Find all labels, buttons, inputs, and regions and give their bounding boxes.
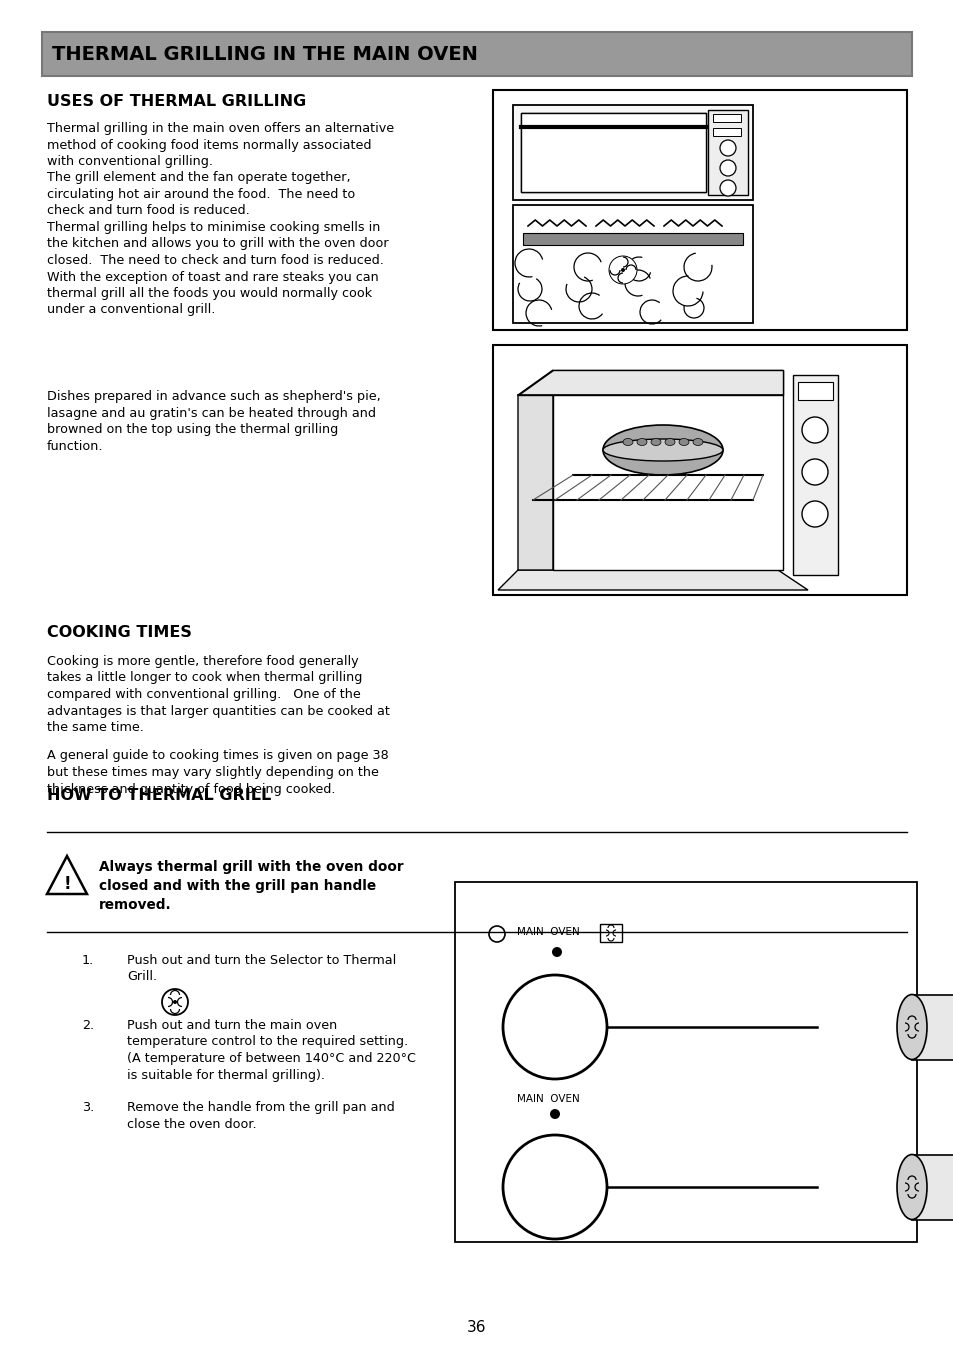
Text: THERMAL GRILLING IN THE MAIN OVEN: THERMAL GRILLING IN THE MAIN OVEN bbox=[52, 45, 477, 63]
Text: lasagne and au gratin's can be heated through and: lasagne and au gratin's can be heated th… bbox=[47, 407, 375, 420]
Bar bbox=[712, 128, 740, 136]
Text: browned on the top using the thermal grilling: browned on the top using the thermal gri… bbox=[47, 423, 338, 436]
Ellipse shape bbox=[896, 994, 926, 1059]
Text: thickness and quantity of food being cooked.: thickness and quantity of food being coo… bbox=[47, 782, 335, 796]
Circle shape bbox=[720, 141, 735, 155]
Text: with conventional grilling.: with conventional grilling. bbox=[47, 155, 213, 168]
Circle shape bbox=[502, 1135, 606, 1239]
Ellipse shape bbox=[637, 439, 646, 446]
Circle shape bbox=[720, 180, 735, 196]
Text: Push out and turn the main oven: Push out and turn the main oven bbox=[127, 1019, 337, 1032]
Text: 3.: 3. bbox=[82, 1101, 94, 1115]
Ellipse shape bbox=[679, 439, 688, 446]
Text: MAIN  OVEN: MAIN OVEN bbox=[517, 927, 579, 938]
Circle shape bbox=[502, 975, 606, 1079]
Bar bbox=[493, 345, 906, 594]
Bar bbox=[513, 105, 752, 200]
Text: Always thermal grill with the oven door: Always thermal grill with the oven door bbox=[99, 861, 403, 874]
Bar bbox=[707, 109, 747, 195]
Text: check and turn food is reduced.: check and turn food is reduced. bbox=[47, 204, 250, 218]
Text: temperature control to the required setting.: temperature control to the required sett… bbox=[127, 1035, 408, 1048]
Text: removed.: removed. bbox=[99, 898, 172, 912]
Ellipse shape bbox=[650, 439, 660, 446]
Bar bbox=[520, 113, 705, 192]
Text: Thermal grilling helps to minimise cooking smells in: Thermal grilling helps to minimise cooki… bbox=[47, 222, 380, 234]
Circle shape bbox=[489, 925, 504, 942]
Circle shape bbox=[801, 417, 827, 443]
Circle shape bbox=[550, 1109, 559, 1119]
Text: MAIN  OVEN: MAIN OVEN bbox=[517, 1094, 579, 1104]
Text: COOKING TIMES: COOKING TIMES bbox=[47, 626, 192, 640]
Bar bbox=[455, 882, 916, 1242]
Circle shape bbox=[552, 947, 561, 957]
Polygon shape bbox=[517, 370, 553, 570]
Circle shape bbox=[608, 255, 637, 284]
Bar bbox=[513, 205, 752, 323]
Bar bbox=[712, 113, 740, 122]
Text: 2.: 2. bbox=[82, 1019, 94, 1032]
Text: The grill element and the fan operate together,: The grill element and the fan operate to… bbox=[47, 172, 351, 185]
Text: takes a little longer to cook when thermal grilling: takes a little longer to cook when therm… bbox=[47, 671, 362, 685]
Ellipse shape bbox=[692, 439, 702, 446]
Bar bbox=[522, 232, 742, 245]
Text: close the oven door.: close the oven door. bbox=[127, 1117, 256, 1131]
Text: method of cooking food items normally associated: method of cooking food items normally as… bbox=[47, 139, 371, 151]
Text: function.: function. bbox=[47, 439, 103, 453]
Text: closed.  The need to check and turn food is reduced.: closed. The need to check and turn food … bbox=[47, 254, 383, 267]
Bar bbox=[797, 382, 832, 400]
Circle shape bbox=[720, 159, 735, 176]
Text: compared with conventional grilling.   One of the: compared with conventional grilling. One… bbox=[47, 688, 360, 701]
Text: A general guide to cooking times is given on page 38: A general guide to cooking times is give… bbox=[47, 750, 388, 762]
Text: Dishes prepared in advance such as shepherd's pie,: Dishes prepared in advance such as sheph… bbox=[47, 390, 380, 403]
Ellipse shape bbox=[664, 439, 675, 446]
Text: (A temperature of between 140°C and 220°C: (A temperature of between 140°C and 220°… bbox=[127, 1052, 416, 1065]
Polygon shape bbox=[47, 857, 87, 894]
Text: Cooking is more gentle, therefore food generally: Cooking is more gentle, therefore food g… bbox=[47, 655, 358, 667]
Text: the same time.: the same time. bbox=[47, 721, 144, 734]
Text: under a conventional grill.: under a conventional grill. bbox=[47, 304, 215, 316]
Text: 36: 36 bbox=[467, 1320, 486, 1335]
Text: Grill.: Grill. bbox=[127, 970, 157, 984]
Bar bbox=[42, 32, 911, 76]
Ellipse shape bbox=[896, 1155, 926, 1220]
Polygon shape bbox=[497, 570, 807, 590]
Circle shape bbox=[801, 459, 827, 485]
Text: but these times may vary slightly depending on the: but these times may vary slightly depend… bbox=[47, 766, 378, 780]
Circle shape bbox=[801, 501, 827, 527]
Text: closed and with the grill pan handle: closed and with the grill pan handle bbox=[99, 880, 375, 893]
Polygon shape bbox=[517, 370, 782, 394]
Text: Thermal grilling in the main oven offers an alternative: Thermal grilling in the main oven offers… bbox=[47, 122, 394, 135]
Text: thermal grill all the foods you would normally cook: thermal grill all the foods you would no… bbox=[47, 286, 372, 300]
Circle shape bbox=[620, 267, 624, 272]
Text: is suitable for thermal grilling).: is suitable for thermal grilling). bbox=[127, 1069, 325, 1082]
Text: circulating hot air around the food.  The need to: circulating hot air around the food. The… bbox=[47, 188, 355, 201]
Text: Push out and turn the Selector to Thermal: Push out and turn the Selector to Therma… bbox=[127, 954, 395, 967]
Bar bbox=[911, 1155, 953, 1220]
Text: USES OF THERMAL GRILLING: USES OF THERMAL GRILLING bbox=[47, 95, 306, 109]
Text: HOW TO THERMAL GRILL: HOW TO THERMAL GRILL bbox=[47, 788, 271, 802]
Ellipse shape bbox=[602, 439, 722, 461]
Text: Remove the handle from the grill pan and: Remove the handle from the grill pan and bbox=[127, 1101, 395, 1115]
Text: 1.: 1. bbox=[82, 954, 94, 967]
Circle shape bbox=[172, 1000, 177, 1004]
Ellipse shape bbox=[602, 426, 722, 476]
Text: !: ! bbox=[63, 875, 71, 893]
Text: the kitchen and allows you to grill with the oven door: the kitchen and allows you to grill with… bbox=[47, 238, 388, 250]
Bar bbox=[520, 113, 705, 192]
Text: advantages is that larger quantities can be cooked at: advantages is that larger quantities can… bbox=[47, 704, 390, 717]
Text: With the exception of toast and rare steaks you can: With the exception of toast and rare ste… bbox=[47, 270, 378, 284]
Bar bbox=[493, 91, 906, 330]
Polygon shape bbox=[553, 370, 782, 570]
Bar bbox=[911, 994, 953, 1059]
Circle shape bbox=[162, 989, 188, 1015]
Bar bbox=[599, 924, 621, 942]
Ellipse shape bbox=[622, 439, 633, 446]
Bar bbox=[792, 376, 837, 576]
